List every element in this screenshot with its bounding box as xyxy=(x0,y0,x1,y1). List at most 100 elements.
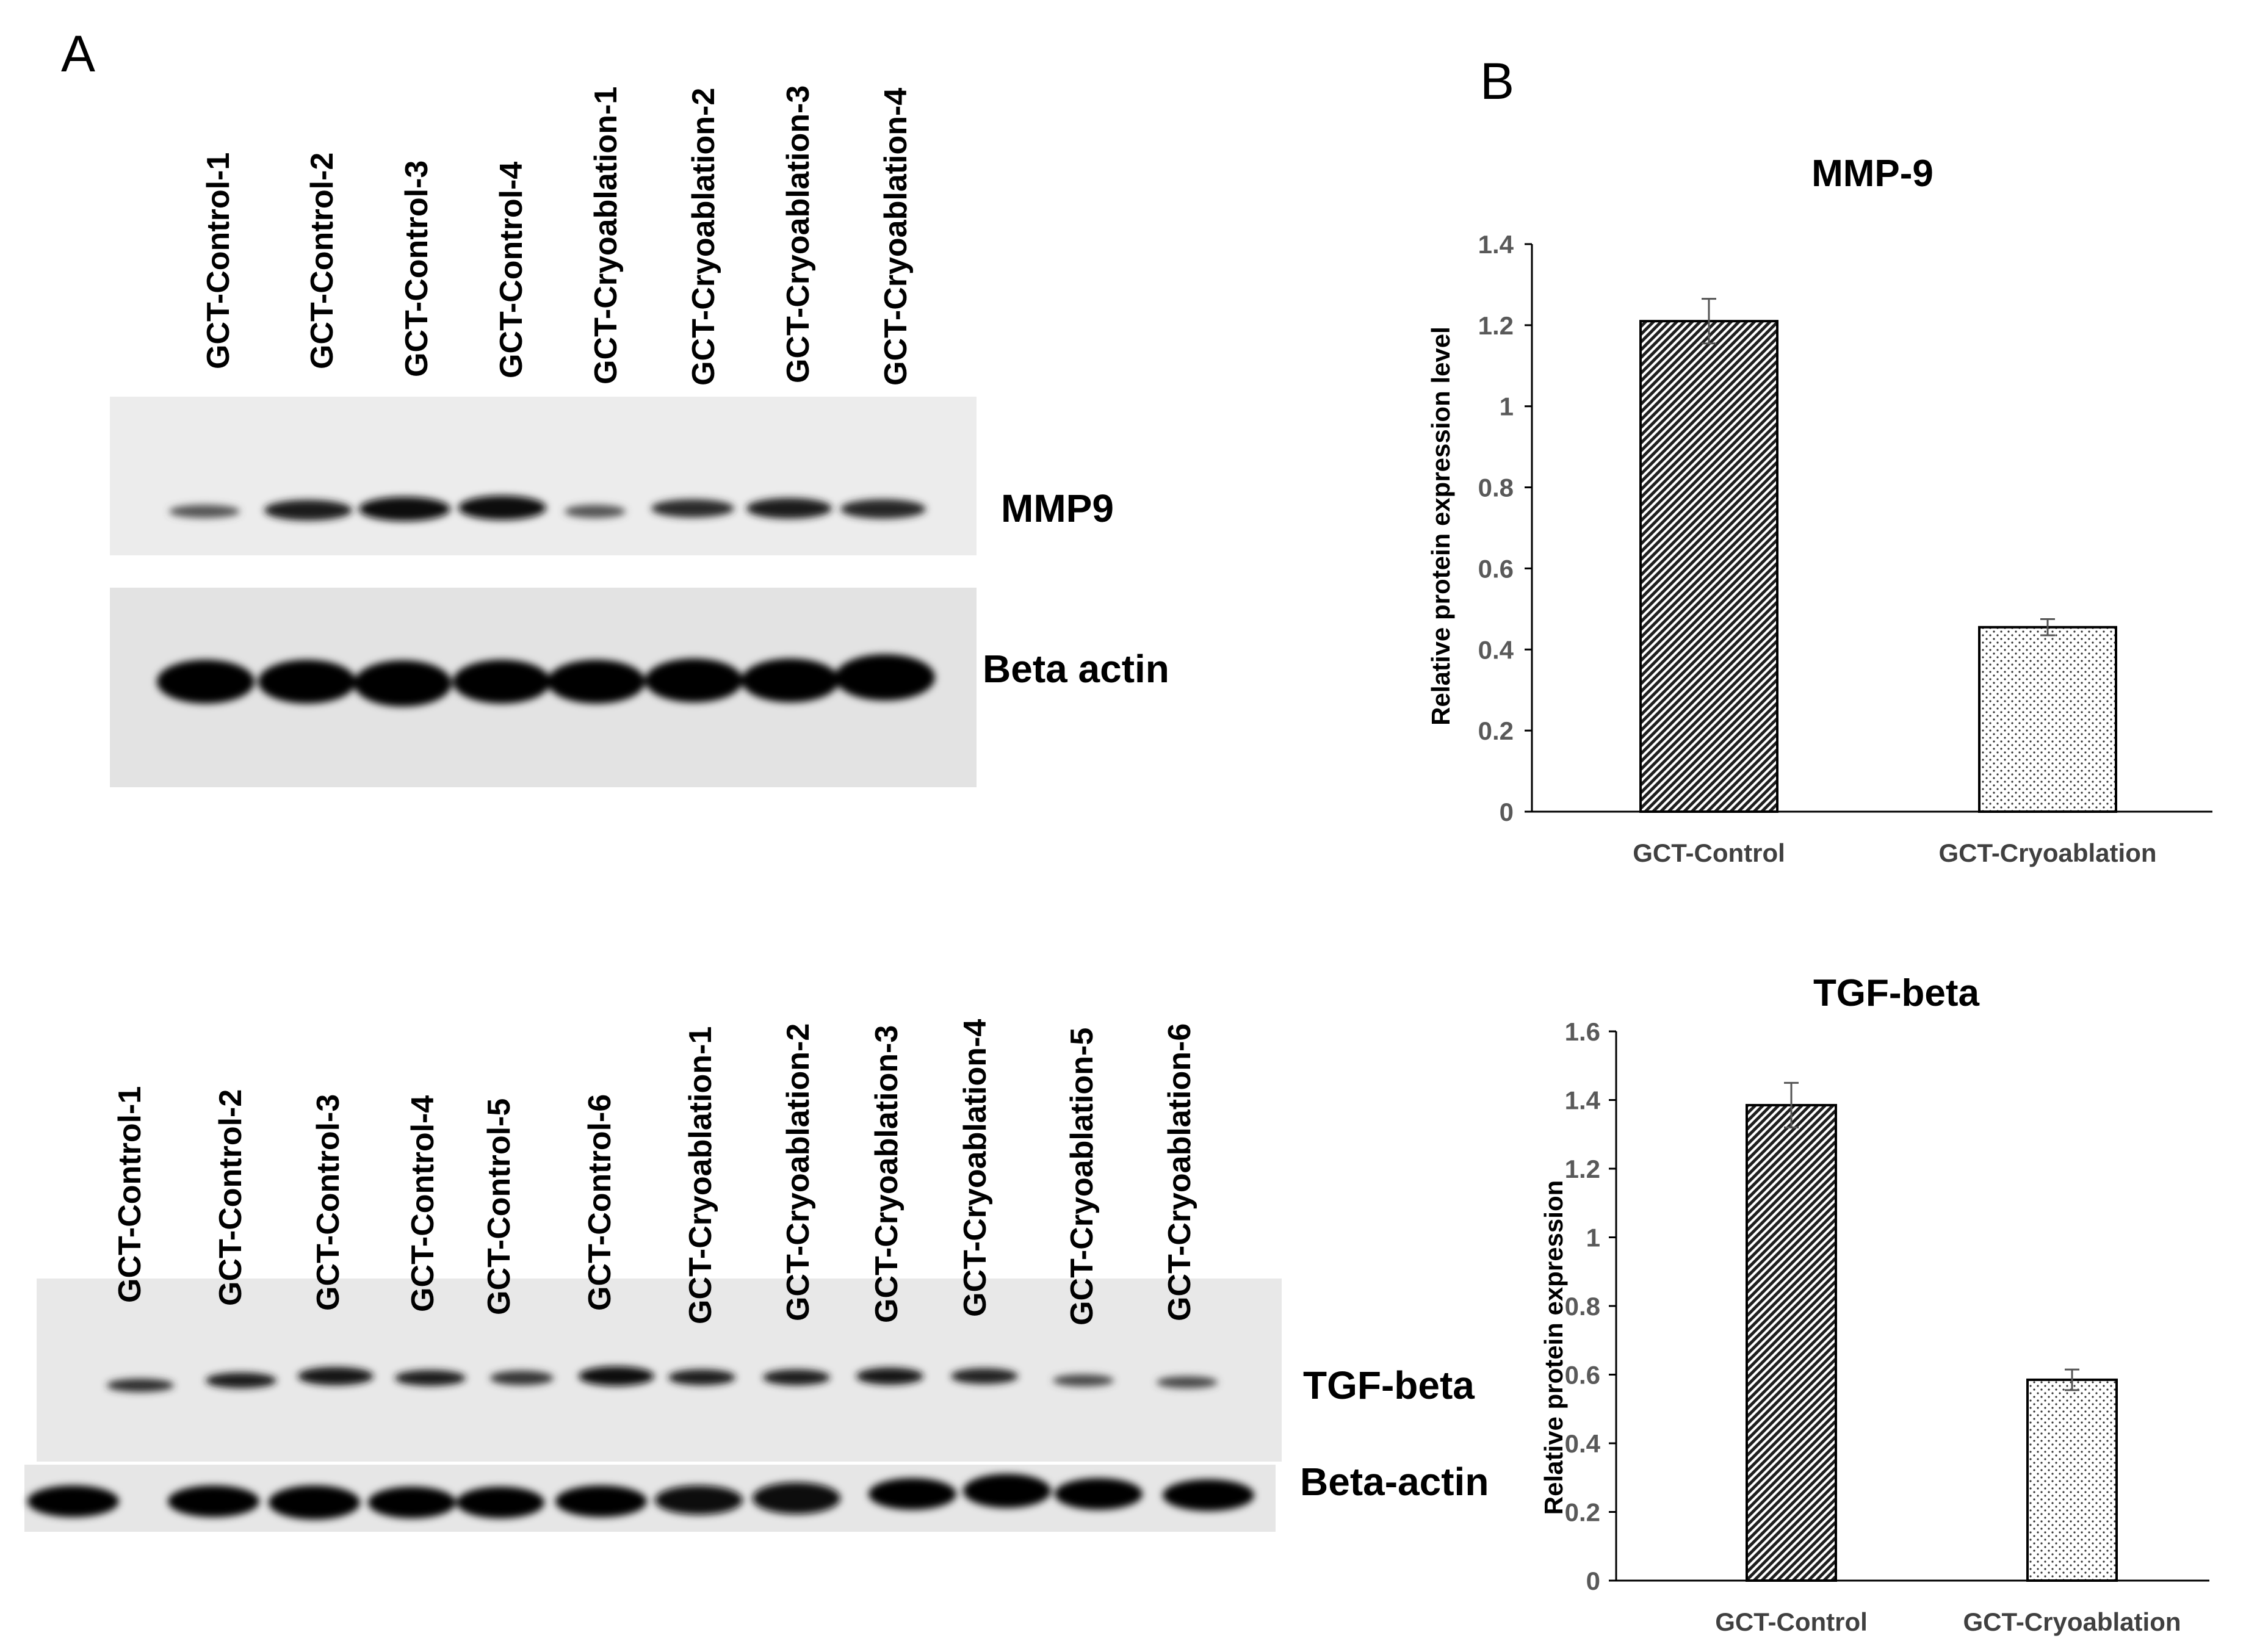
band xyxy=(651,499,734,518)
band xyxy=(490,1371,554,1385)
error-bars xyxy=(1784,1081,2079,1391)
lane-label-bottom: GCT-Control-1 xyxy=(112,1086,148,1303)
lane-label-bottom: GCT-Cryoablation-4 xyxy=(958,1019,993,1317)
band xyxy=(655,1485,743,1515)
blot-bottom-lane-labels: GCT-Control-1 GCT-Control-2 GCT-Control-… xyxy=(112,1019,1197,1326)
lane-label-top: GCT-Control-4 xyxy=(494,162,529,378)
y-tick-label: 0.6 xyxy=(1478,554,1514,583)
panel-label-b: B xyxy=(1480,52,1515,110)
category-label: GCT-Cryoablation xyxy=(1963,1607,2181,1636)
y-tick-label: 1 xyxy=(1500,392,1514,421)
band xyxy=(868,1478,956,1510)
band xyxy=(169,505,240,518)
beta-actin-bands-top xyxy=(157,654,935,707)
band xyxy=(746,498,832,519)
blot-bottom: GCT-Control-1 GCT-Control-2 GCT-Control-… xyxy=(24,1019,1489,1532)
band xyxy=(359,497,450,521)
lane-label-top: GCT-Control-2 xyxy=(305,153,340,369)
lane-label-top: GCT-Cryoablation-4 xyxy=(878,88,914,386)
y-tick-label: 1 xyxy=(1586,1224,1600,1252)
lane-label-top: GCT-Cryoablation-2 xyxy=(686,88,721,386)
lane-label-bottom: GCT-Cryoablation-3 xyxy=(869,1025,905,1323)
y-tick-label: 0.4 xyxy=(1478,635,1514,664)
panel-label-a: A xyxy=(61,25,96,82)
bar-gct-control xyxy=(1746,1103,1837,1582)
band xyxy=(395,1370,466,1386)
beta-actin-band-label-bottom: Beta-actin xyxy=(1300,1460,1489,1504)
band xyxy=(269,1485,360,1520)
beta-actin-bands-bottom xyxy=(27,1474,1254,1520)
blot-top-lane-labels: GCT-Control-1 GCT-Control-2 GCT-Control-… xyxy=(201,85,914,386)
band xyxy=(645,658,743,702)
lane-label-top: GCT-Control-1 xyxy=(201,153,236,369)
lane-label-bottom: GCT-Control-2 xyxy=(213,1089,248,1306)
band xyxy=(453,660,551,704)
y-tick-label: 0 xyxy=(1586,1567,1600,1595)
band xyxy=(1055,1478,1143,1510)
mmp9-band-label: MMP9 xyxy=(1001,486,1114,530)
y-ticks: 0 0.2 0.4 0.6 0.8 1 1.2 1.4 1.6 xyxy=(1565,1017,1616,1595)
y-ticks: 0 0.2 0.4 0.6 0.8 1 1.2 1.4 xyxy=(1478,230,1532,826)
y-tick-label: 1.4 xyxy=(1565,1086,1601,1115)
category-label: GCT-Cryoablation xyxy=(1938,839,2156,867)
lane-label-bottom: GCT-Cryoablation-2 xyxy=(781,1023,816,1321)
tgf-beta-membrane xyxy=(37,1279,1282,1462)
lane-label-top: GCT-Control-3 xyxy=(399,161,435,377)
y-axis-label: Relative protein expression level xyxy=(1426,326,1455,726)
y-tick-label: 1.2 xyxy=(1565,1155,1600,1183)
y-tick-label: 0.8 xyxy=(1478,474,1514,502)
lane-label-bottom: GCT-Cryoablation-6 xyxy=(1162,1023,1197,1321)
category-label: GCT-Control xyxy=(1715,1607,1868,1636)
error-bars xyxy=(1702,298,2055,637)
bar-gct-control xyxy=(1639,320,1778,813)
y-tick-label: 0.4 xyxy=(1565,1429,1601,1458)
band xyxy=(1157,1376,1218,1388)
band xyxy=(579,1366,654,1386)
band xyxy=(835,654,935,701)
beta-actin-band-label-top: Beta actin xyxy=(983,647,1169,691)
bar-gct-cryoablation xyxy=(1978,626,2117,813)
y-tick-label: 1.2 xyxy=(1478,311,1514,340)
tgf-beta-bar-chart: TGF-beta Relative protein expression 0 0.… xyxy=(1539,972,2209,1636)
y-tick-label: 0.2 xyxy=(1478,716,1514,745)
band xyxy=(963,1474,1051,1508)
y-tick-label: 1.4 xyxy=(1478,230,1514,259)
band xyxy=(742,658,839,702)
band xyxy=(298,1367,374,1385)
band xyxy=(1163,1479,1254,1511)
category-labels: GCT-Control GCT-Cryoablation xyxy=(1633,839,2156,867)
lane-label-bottom: GCT-Control-6 xyxy=(582,1094,618,1311)
chart-title: MMP-9 xyxy=(1811,153,1934,195)
lane-label-bottom: GCT-Control-5 xyxy=(482,1098,517,1315)
band xyxy=(368,1487,456,1518)
mmp9-bar-chart: MMP-9 Relative protein expression level … xyxy=(1426,153,2212,867)
band xyxy=(354,660,452,707)
lane-label-bottom: GCT-Cryoablation-1 xyxy=(683,1026,718,1324)
band xyxy=(157,660,255,704)
band xyxy=(763,1369,830,1385)
y-axis-label: Relative protein expression xyxy=(1539,1180,1568,1515)
y-tick-label: 0 xyxy=(1500,798,1514,826)
blot-top: GCT-Control-1 GCT-Control-2 GCT-Control-… xyxy=(110,85,1169,787)
band xyxy=(840,499,926,519)
band xyxy=(856,1368,923,1385)
lane-label-top: GCT-Cryoablation-3 xyxy=(781,85,816,383)
band xyxy=(1053,1374,1114,1387)
bars xyxy=(1746,1103,2118,1582)
band xyxy=(951,1368,1018,1384)
tgf-beta-band-label: TGF-beta xyxy=(1303,1363,1475,1407)
lane-label-top: GCT-Cryoablation-1 xyxy=(588,87,624,384)
category-label: GCT-Control xyxy=(1633,839,1785,867)
band xyxy=(264,500,352,521)
band xyxy=(27,1485,119,1517)
y-tick-label: 1.6 xyxy=(1565,1017,1600,1046)
band xyxy=(458,496,546,520)
y-tick-label: 0.2 xyxy=(1565,1498,1600,1527)
band xyxy=(668,1369,735,1385)
band xyxy=(753,1482,840,1514)
band xyxy=(258,660,356,704)
band xyxy=(206,1372,276,1388)
band xyxy=(565,505,626,518)
lane-label-bottom: GCT-Control-4 xyxy=(405,1095,441,1312)
